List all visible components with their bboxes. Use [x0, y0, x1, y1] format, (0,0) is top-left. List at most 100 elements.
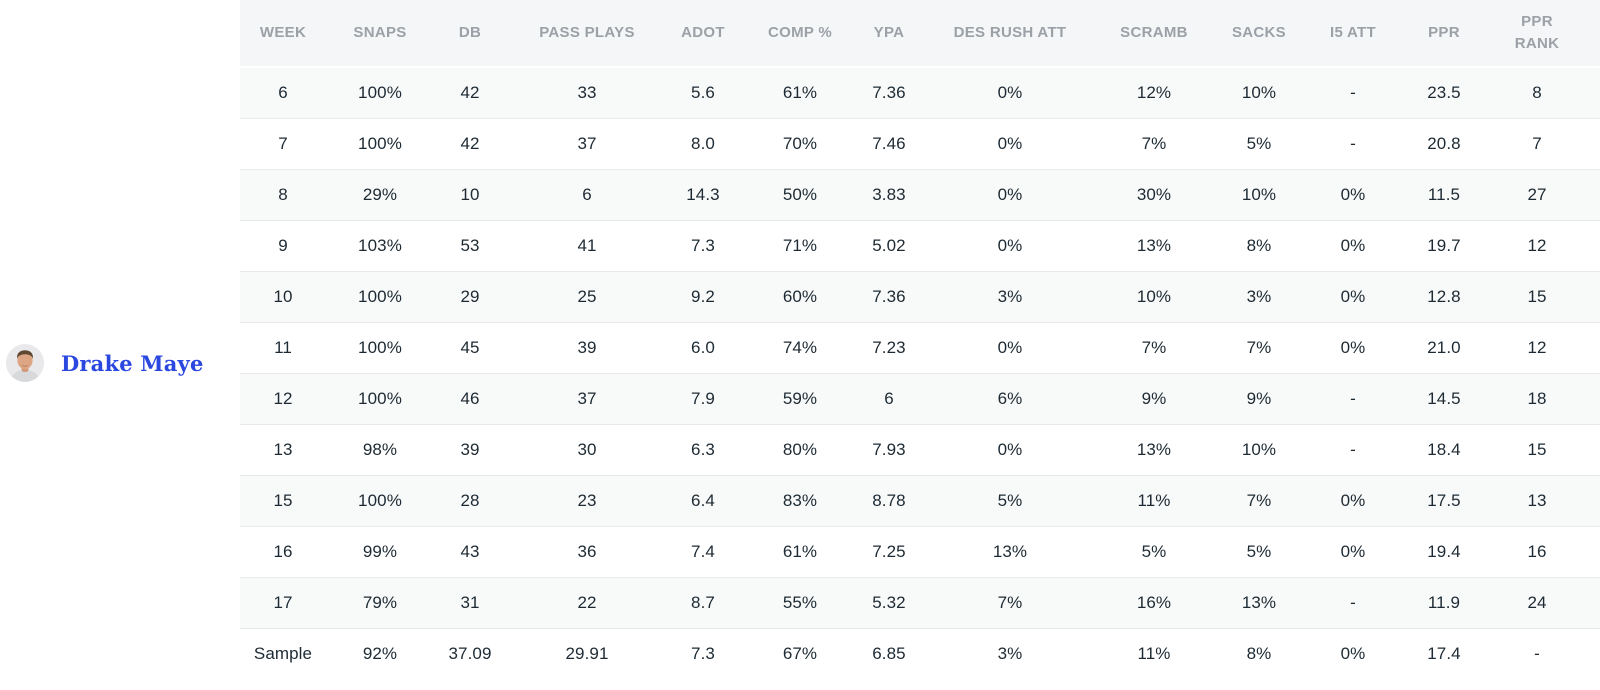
column-header-label: SNAPS	[353, 24, 407, 42]
column-header-i5-att[interactable]: I5 ATT	[1314, 0, 1392, 67]
column-header-des-rush-att[interactable]: DES RUSH ATT	[916, 0, 1104, 67]
cell-sacks: 3%	[1204, 270, 1314, 322]
cell-ppr-rank: 24	[1496, 576, 1600, 628]
column-header-week[interactable]: WEEK	[240, 0, 326, 67]
week-row-17: 17 79% 31 22 8.7 55% 5.32 7% 16% 13% -11.9 24	[240, 576, 1600, 628]
cell-ypa: 6	[862, 372, 916, 424]
cell-scramb: 5%	[1104, 525, 1204, 577]
cell-sacks: 7%	[1204, 321, 1314, 373]
cell-des-rush-att: 5%	[916, 474, 1104, 526]
cell-des-rush-att: 3%	[916, 270, 1104, 322]
cell-db: 31	[434, 576, 506, 628]
cell-ppr: 14.5	[1392, 372, 1496, 424]
cell-sacks: 5%	[1204, 117, 1314, 169]
cell-pass-plays: 37	[506, 117, 668, 169]
cell-ppr: 19.4	[1392, 525, 1496, 577]
cell-snaps: 100%	[326, 270, 434, 322]
cell-ypa: 5.32	[862, 576, 916, 628]
cell-week: 13	[240, 423, 326, 475]
cell-sacks: 10%	[1204, 168, 1314, 220]
cell-snaps: 100%	[326, 66, 434, 118]
week-row-6: 6 100% 42 33 5.6 61% 7.36 0% 12% 10% -23.5 8	[240, 66, 1600, 118]
cell-scramb: 7%	[1104, 321, 1204, 373]
cell-ppr-rank: 18	[1496, 372, 1600, 424]
cell-snaps: 100%	[326, 117, 434, 169]
column-header-label: PPR	[1428, 24, 1460, 42]
column-header-db[interactable]: DB	[434, 0, 506, 67]
column-header-label: COMP %	[767, 24, 833, 42]
cell-adot: 7.3	[668, 219, 738, 271]
cell-week: 8	[240, 168, 326, 220]
cell-sacks: 10%	[1204, 423, 1314, 475]
column-header-ypa[interactable]: YPA	[862, 0, 916, 67]
cell-pass-plays: 33	[506, 66, 668, 118]
cell-comp: 60%	[738, 270, 862, 322]
cell-i5-att: -	[1314, 423, 1392, 475]
cell-snaps: 100%	[326, 321, 434, 373]
column-header-label: PPR RANK	[1514, 13, 1560, 52]
cell-week: 6	[240, 66, 326, 118]
cell-db: 46	[434, 372, 506, 424]
cell-i5-att: -	[1314, 117, 1392, 169]
cell-ypa: 6.85	[862, 627, 916, 679]
column-header-comp[interactable]: COMP %	[738, 0, 862, 67]
cell-week: 16	[240, 525, 326, 577]
cell-des-rush-att: 13%	[916, 525, 1104, 577]
cell-sacks: 9%	[1204, 372, 1314, 424]
cell-pass-plays: 25	[506, 270, 668, 322]
cell-adot: 9.2	[668, 270, 738, 322]
cell-comp: 55%	[738, 576, 862, 628]
cell-pass-plays: 29.91	[506, 627, 668, 679]
cell-ypa: 8.78	[862, 474, 916, 526]
cell-week: 11	[240, 321, 326, 373]
cell-week: 7	[240, 117, 326, 169]
cell-adot: 7.4	[668, 525, 738, 577]
column-header-label: SCRAMB	[1120, 24, 1188, 42]
cell-ppr-rank: 12	[1496, 219, 1600, 271]
table-header-row: WEEK SNAPS DB PASS PLAYS ADOT COMP % YPA DES RU…	[240, 0, 1600, 67]
cell-scramb: 11%	[1104, 474, 1204, 526]
cell-sacks: 8%	[1204, 627, 1314, 679]
column-header-pass-plays[interactable]: PASS PLAYS	[506, 0, 668, 67]
cell-ppr: 21.0	[1392, 321, 1496, 373]
column-header-sacks[interactable]: SACKS	[1204, 0, 1314, 67]
cell-ypa: 7.23	[862, 321, 916, 373]
cell-ppr-rank: 13	[1496, 474, 1600, 526]
cell-ppr: 12.8	[1392, 270, 1496, 322]
column-header-adot[interactable]: ADOT	[668, 0, 738, 67]
player-name-link[interactable]: Drake Maye	[61, 350, 204, 376]
cell-comp: 70%	[738, 117, 862, 169]
cell-scramb: 11%	[1104, 627, 1204, 679]
cell-week: 10	[240, 270, 326, 322]
week-row-8: 8 29% 10 6 14.3 50% 3.83 0% 30% 10% 0% 11.5 27	[240, 168, 1600, 220]
column-header-snaps[interactable]: SNAPS	[326, 0, 434, 67]
cell-pass-plays: 30	[506, 423, 668, 475]
player-card[interactable]: Drake Maye	[6, 344, 204, 382]
column-header-ppr-rank[interactable]: PPR RANK	[1496, 0, 1600, 67]
cell-pass-plays: 22	[506, 576, 668, 628]
weekly-stats-table-container: WEEK SNAPS DB PASS PLAYS ADOT COMP % YPA DES RU…	[240, 0, 1600, 679]
cell-adot: 6.4	[668, 474, 738, 526]
column-header-ppr[interactable]: PPR	[1392, 0, 1496, 67]
weekly-stats-table: WEEK SNAPS DB PASS PLAYS ADOT COMP % YPA DES RU…	[240, 0, 1600, 679]
cell-comp: 67%	[738, 627, 862, 679]
cell-des-rush-att: 3%	[916, 627, 1104, 679]
week-row-9: 9 103% 53 41 7.3 71% 5.02 0% 13% 8% 0% 19.7 12	[240, 219, 1600, 271]
cell-scramb: 9%	[1104, 372, 1204, 424]
cell-db: 42	[434, 117, 506, 169]
cell-i5-att: 0%	[1314, 474, 1392, 526]
cell-snaps: 79%	[326, 576, 434, 628]
cell-ppr: 17.4	[1392, 627, 1496, 679]
cell-comp: 61%	[738, 66, 862, 118]
cell-ppr-rank: 27	[1496, 168, 1600, 220]
cell-db: 10	[434, 168, 506, 220]
cell-ppr: 11.5	[1392, 168, 1496, 220]
cell-scramb: 13%	[1104, 219, 1204, 271]
cell-snaps: 100%	[326, 372, 434, 424]
cell-ypa: 7.46	[862, 117, 916, 169]
cell-ypa: 7.25	[862, 525, 916, 577]
cell-ppr: 17.5	[1392, 474, 1496, 526]
column-header-scramb[interactable]: SCRAMB	[1104, 0, 1204, 67]
player-avatar[interactable]	[6, 344, 44, 382]
cell-scramb: 30%	[1104, 168, 1204, 220]
